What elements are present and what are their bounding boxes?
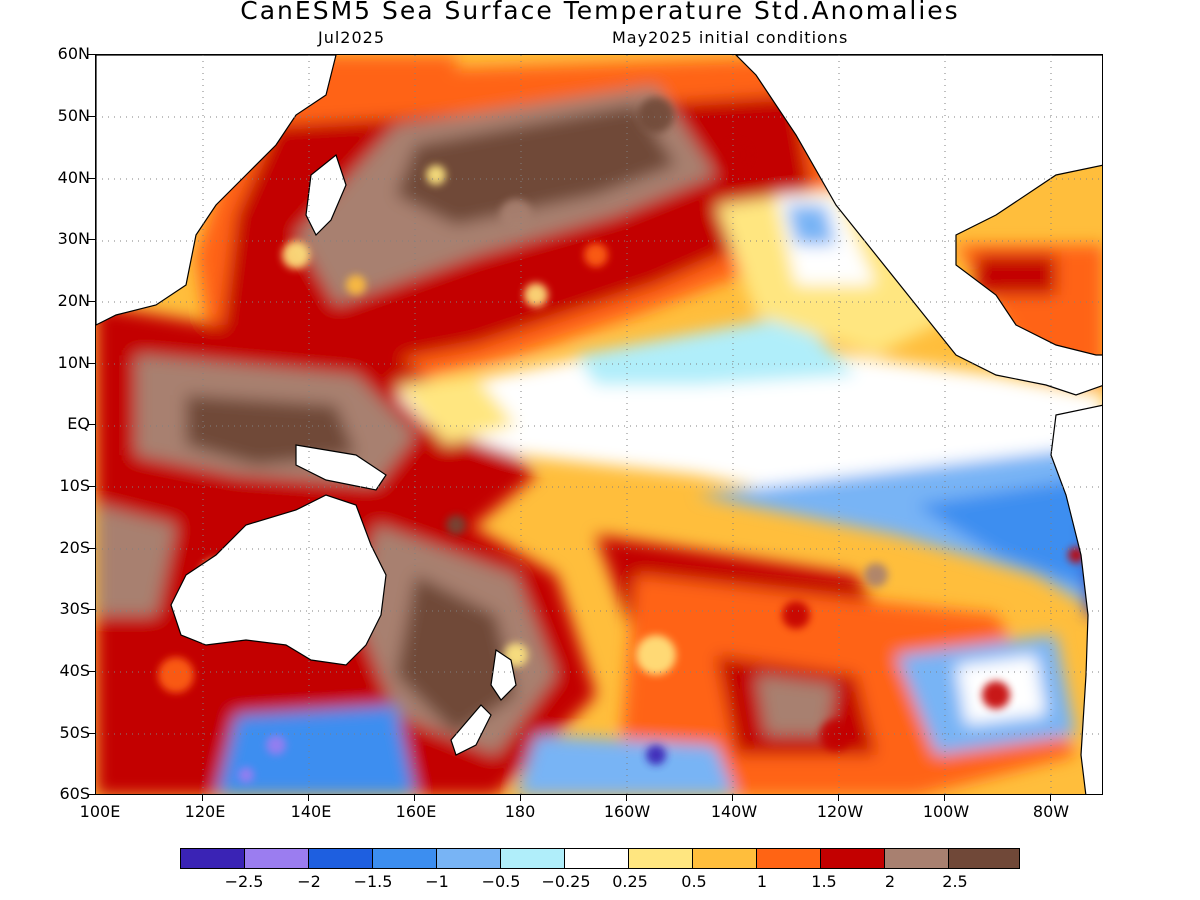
land-masses xyxy=(96,55,1102,794)
sst-anomaly-field xyxy=(96,55,1102,794)
lon-label-120w: 120W xyxy=(816,802,864,821)
lon-tick xyxy=(838,795,839,801)
valid-month-label: Jul2025 xyxy=(318,28,386,47)
lat-label-eq: EQ xyxy=(67,414,90,433)
colorbar-label: 2 xyxy=(884,872,896,891)
colorbar-swatch xyxy=(436,848,501,869)
lon-tick xyxy=(1050,795,1051,801)
colorbar-label: −0.25 xyxy=(541,872,591,891)
colorbar-swatch xyxy=(500,848,565,869)
lat-tick xyxy=(88,54,95,55)
new-guinea-landmass xyxy=(295,444,387,491)
lon-label-140w: 140W xyxy=(710,802,758,821)
lon-tick xyxy=(944,795,945,801)
north-america-landmass xyxy=(735,55,1102,396)
lat-label-50s: 50S xyxy=(59,723,90,742)
lat-tick xyxy=(88,424,95,425)
southern-ocean-cool-patch xyxy=(216,705,416,794)
lon-tick xyxy=(626,795,627,801)
lon-label-80w: 80W xyxy=(1032,802,1070,821)
lon-tick xyxy=(414,795,415,801)
colorbar-swatch xyxy=(948,848,1020,869)
map-gridlines xyxy=(96,55,1102,794)
lat-label-50n: 50N xyxy=(57,106,90,125)
sst-anomaly-map xyxy=(95,54,1103,795)
colorbar-swatch xyxy=(180,848,245,869)
lat-tick xyxy=(88,239,95,240)
australia-landmass xyxy=(170,494,387,666)
lat-label-20s: 20S xyxy=(59,538,90,557)
colorbar-label: −1.5 xyxy=(353,872,393,891)
colorbar-label: 0.25 xyxy=(612,872,648,891)
colorbar-label: −2 xyxy=(297,872,321,891)
lat-tick xyxy=(88,486,95,487)
lat-label-30n: 30N xyxy=(57,229,90,248)
lat-label-60n: 60N xyxy=(57,44,90,63)
lat-label-20n: 20N xyxy=(57,291,90,310)
colorbar-label: −2.5 xyxy=(224,872,264,891)
colorbar-swatch xyxy=(884,848,949,869)
lat-tick xyxy=(88,116,95,117)
map-title: CanESM5 Sea Surface Temperature Std.Anom… xyxy=(240,0,960,25)
lon-label-140e: 140E xyxy=(290,802,332,821)
lat-label-40n: 40N xyxy=(57,168,90,187)
colorbar-label: −0.5 xyxy=(481,872,521,891)
colorbar-swatch xyxy=(692,848,757,869)
colorbar-label: 0.5 xyxy=(681,872,707,891)
colorbar-swatch xyxy=(820,848,885,869)
japan-landmass xyxy=(305,153,347,237)
lat-label-10s: 10S xyxy=(59,476,90,495)
colorbar-swatch xyxy=(628,848,693,869)
lon-tick xyxy=(732,795,733,801)
colorbar-label: −1 xyxy=(425,872,449,891)
lat-tick xyxy=(88,178,95,179)
lat-label-40s: 40S xyxy=(59,661,90,680)
lat-tick xyxy=(88,548,95,549)
lat-label-10n: 10N xyxy=(57,353,90,372)
lat-tick xyxy=(88,671,95,672)
lon-tick xyxy=(202,795,203,801)
lon-label-120e: 120E xyxy=(184,802,226,821)
south-america-landmass xyxy=(1050,404,1102,794)
colorbar-label: 2.5 xyxy=(942,872,968,891)
lon-tick xyxy=(520,795,521,801)
colorbar-swatch xyxy=(308,848,373,869)
lon-label-100w: 100W xyxy=(922,802,970,821)
lon-label-160w: 160W xyxy=(603,802,651,821)
southeast-pacific-cool xyxy=(696,445,1102,614)
lon-label-100e: 100E xyxy=(79,802,121,821)
lon-label-160e: 160E xyxy=(395,802,437,821)
lat-tick xyxy=(88,733,95,734)
lat-tick xyxy=(88,363,95,364)
lon-label-180: 180 xyxy=(504,802,536,821)
colorbar-swatch xyxy=(244,848,309,869)
lon-tick xyxy=(308,795,309,801)
lat-tick xyxy=(88,609,95,610)
colorbar-swatch xyxy=(564,848,629,869)
colorbar-swatch xyxy=(756,848,821,869)
colorbar-label: 1.5 xyxy=(811,872,837,891)
lat-tick xyxy=(88,301,95,302)
lat-label-30s: 30S xyxy=(59,599,90,618)
colorbar-label: 1 xyxy=(756,872,768,891)
asia-landmass xyxy=(96,55,337,326)
colorbar-swatch xyxy=(372,848,437,869)
lat-label-60s: 60S xyxy=(59,784,90,803)
init-conditions-label: May2025 initial conditions xyxy=(612,28,849,47)
lat-tick xyxy=(88,794,95,795)
